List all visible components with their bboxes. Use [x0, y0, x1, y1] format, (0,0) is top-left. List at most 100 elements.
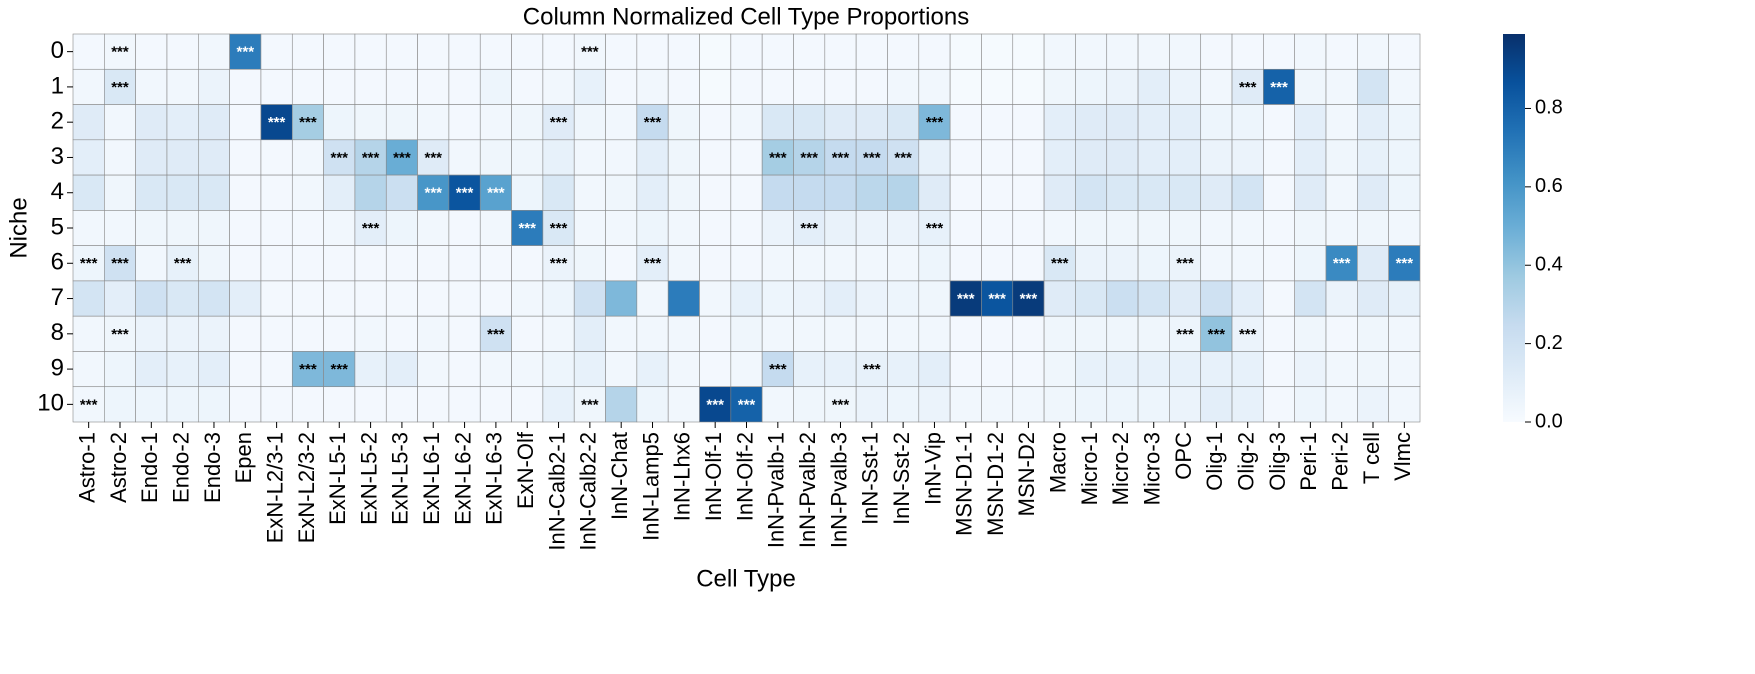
heatmap-cell [855, 280, 888, 317]
heatmap-cell [887, 174, 920, 211]
heatmap-cell [761, 351, 794, 388]
x-tick-label: InN-Lhx6 [670, 432, 695, 521]
heatmap-cell [887, 104, 920, 141]
heatmap-cell [354, 280, 387, 317]
heatmap-cell [1075, 210, 1108, 246]
heatmap-cell [166, 280, 199, 317]
heatmap-cell [793, 104, 826, 141]
heatmap-cell [667, 315, 700, 352]
heatmap-cell [981, 245, 1014, 282]
heatmap-cell [824, 174, 857, 211]
heatmap-cell [135, 104, 168, 141]
heatmap-cell [761, 245, 794, 282]
heatmap-cell [1357, 351, 1389, 388]
heatmap-cell [605, 280, 638, 317]
heatmap-cell [135, 245, 168, 282]
heatmap-cell [417, 68, 450, 105]
heatmap-cell [291, 245, 324, 282]
heatmap-cell [1012, 68, 1045, 105]
heatmap-cell [1231, 174, 1264, 211]
colorbar-tick-label: 0.0 [1535, 410, 1563, 432]
heatmap-cell [1137, 386, 1170, 423]
heatmap-cell [1294, 33, 1327, 70]
heatmap-cell [1388, 104, 1421, 141]
heatmap-cell [1325, 315, 1358, 352]
heatmap-cell [511, 68, 544, 105]
significance-label: *** [331, 149, 349, 166]
heatmap-cell [135, 210, 168, 246]
heatmap-cell [511, 210, 544, 246]
heatmap-cell [417, 386, 450, 423]
heatmap-cell [824, 68, 857, 105]
significance-label: *** [644, 255, 662, 272]
heatmap-cell [479, 315, 512, 352]
heatmap-cell [1043, 33, 1076, 70]
heatmap-cell [260, 33, 293, 70]
heatmap-cell [667, 104, 700, 141]
heatmap-cell [511, 280, 544, 317]
heatmap-cell [1388, 68, 1421, 105]
significance-label: *** [1176, 255, 1194, 272]
heatmap-cell [1294, 280, 1327, 317]
x-tick-label: ExN-L2/3-2 [294, 432, 319, 543]
heatmap-cell [479, 104, 512, 141]
heatmap-cell [323, 351, 356, 388]
heatmap-cell [1325, 68, 1358, 105]
heatmap-cell [1169, 315, 1202, 352]
heatmap-cell [605, 68, 638, 105]
x-tick-label: ExN-L2/3-1 [262, 432, 287, 543]
heatmap-cell [1106, 351, 1139, 388]
heatmap-cell [1043, 139, 1076, 176]
x-tick-label: ExN-L5-2 [356, 432, 381, 525]
heatmap-cell [354, 68, 387, 105]
heatmap-cell [1325, 104, 1358, 141]
heatmap-cell [636, 68, 669, 105]
x-tick-label: InN-Sst-2 [889, 432, 914, 525]
heatmap-cell [72, 351, 105, 388]
heatmap-cell [1137, 351, 1170, 388]
heatmap-cell [667, 68, 700, 105]
heatmap-cell [667, 33, 700, 70]
heatmap-cell [793, 68, 826, 105]
heatmap-cell [291, 351, 324, 388]
heatmap-cell [699, 33, 732, 70]
heatmap-cell [824, 351, 857, 388]
heatmap-cell [1043, 210, 1076, 246]
heatmap-cell [385, 139, 418, 176]
heatmap-cell [166, 386, 199, 423]
x-tick-label: InN-Pvalb-1 [764, 432, 789, 548]
heatmap-cell [636, 139, 669, 176]
heatmap-cell [448, 280, 481, 317]
heatmap-cell [1200, 210, 1233, 246]
heatmap-cell [198, 245, 230, 282]
heatmap-cell [385, 33, 418, 70]
heatmap-cell [949, 139, 982, 176]
heatmap-cell [573, 315, 606, 352]
significance-label: *** [237, 44, 255, 61]
heatmap-cell [730, 139, 763, 176]
heatmap-cell [761, 174, 794, 211]
heatmap-cell [605, 139, 638, 176]
x-tick-label: Micro-3 [1140, 432, 1165, 505]
heatmap-cell [887, 68, 920, 105]
heatmap-cell [1263, 280, 1295, 317]
x-tick-label: Olig-2 [1234, 432, 1259, 491]
x-tick-label: Astro-1 [74, 432, 99, 503]
heatmap-cell [198, 210, 230, 246]
x-tick-label: OPC [1171, 432, 1196, 480]
x-tick-label: InN-Calb2-2 [576, 432, 601, 551]
heatmap-cell [291, 386, 324, 423]
heatmap-cell [1075, 139, 1108, 176]
heatmap-cell [1231, 210, 1264, 246]
heatmap-cell [323, 139, 356, 176]
heatmap-cell [291, 33, 324, 70]
significance-label: *** [957, 291, 975, 308]
heatmap-cell [291, 139, 324, 176]
heatmap-cell [1169, 33, 1202, 70]
heatmap-cell [72, 104, 105, 141]
heatmap-cell [1012, 174, 1045, 211]
heatmap-cell [981, 139, 1014, 176]
heatmap-cell [135, 139, 168, 176]
heatmap-cell [1200, 139, 1233, 176]
heatmap-cell [1231, 315, 1264, 352]
